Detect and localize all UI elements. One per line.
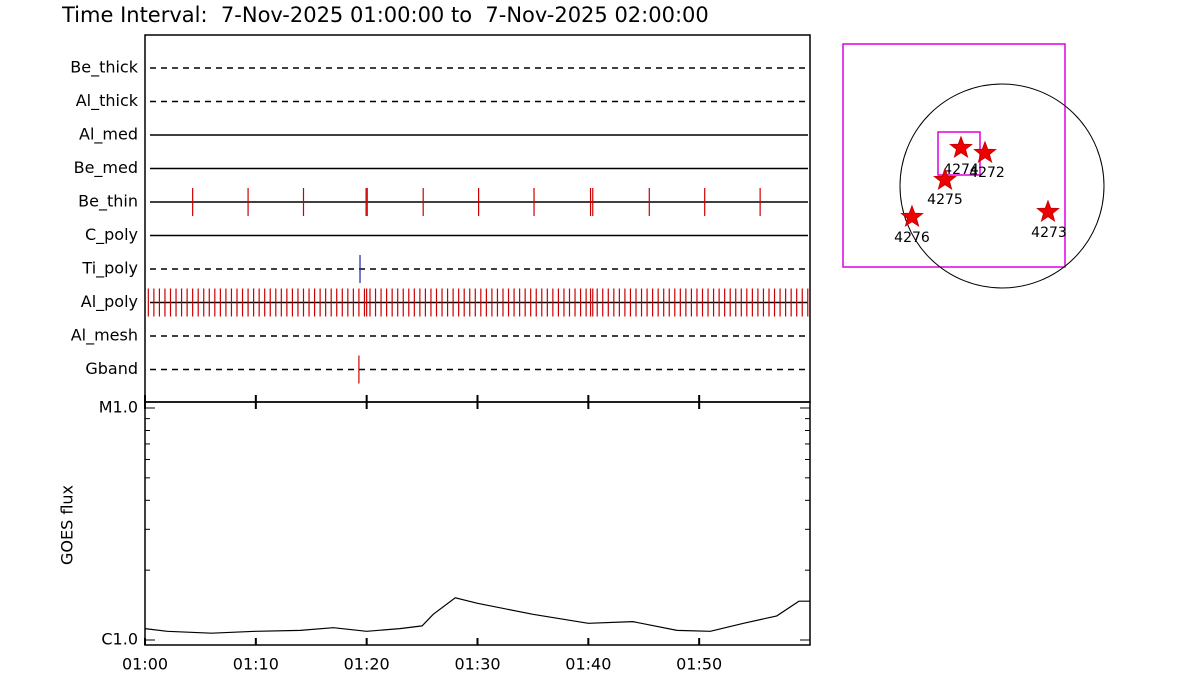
title: Time Interval: 7-Nov-2025 01:00:00 to 7-… — [61, 3, 709, 27]
region-label: 4274 — [943, 162, 979, 178]
y-axis-label: GOES flux — [58, 485, 77, 565]
row-label: Be_thin — [78, 192, 138, 212]
goes-curve — [144, 597, 810, 634]
goes-frame — [144, 401, 811, 646]
row-label: Al_poly — [81, 292, 138, 312]
x-tick-label: 01:50 — [676, 655, 722, 674]
row-label: Gband — [85, 359, 138, 378]
row-label: Be_thick — [70, 58, 138, 78]
timeline-frame — [144, 34, 811, 403]
region-star — [949, 135, 973, 159]
row-label: Al_thick — [76, 91, 139, 111]
x-tick-label: 01:40 — [565, 655, 611, 674]
row-label: Be_med — [74, 158, 138, 178]
x-tick-label: 01:30 — [454, 655, 500, 674]
row-label: Al_med — [79, 125, 138, 145]
y-tick-label: C1.0 — [101, 630, 138, 649]
region-star — [933, 167, 957, 191]
region-label: 4272 — [969, 165, 1005, 181]
row-label: C_poly — [85, 225, 138, 245]
region-star — [900, 204, 924, 228]
y-tick-label: M1.0 — [99, 398, 138, 417]
region-star — [973, 140, 997, 164]
row-label: Ti_poly — [81, 259, 138, 279]
solar-limb — [899, 83, 1105, 289]
x-tick-label: 01:00 — [122, 655, 168, 674]
region-label: 4275 — [927, 192, 963, 208]
fov-box — [842, 43, 1066, 268]
x-tick-label: 01:10 — [233, 655, 279, 674]
region-star — [1036, 199, 1060, 223]
region-label: 4273 — [1031, 225, 1067, 241]
row-label: Al_mesh — [71, 326, 138, 346]
region-label: 4276 — [894, 230, 930, 246]
x-tick-label: 01:20 — [344, 655, 390, 674]
